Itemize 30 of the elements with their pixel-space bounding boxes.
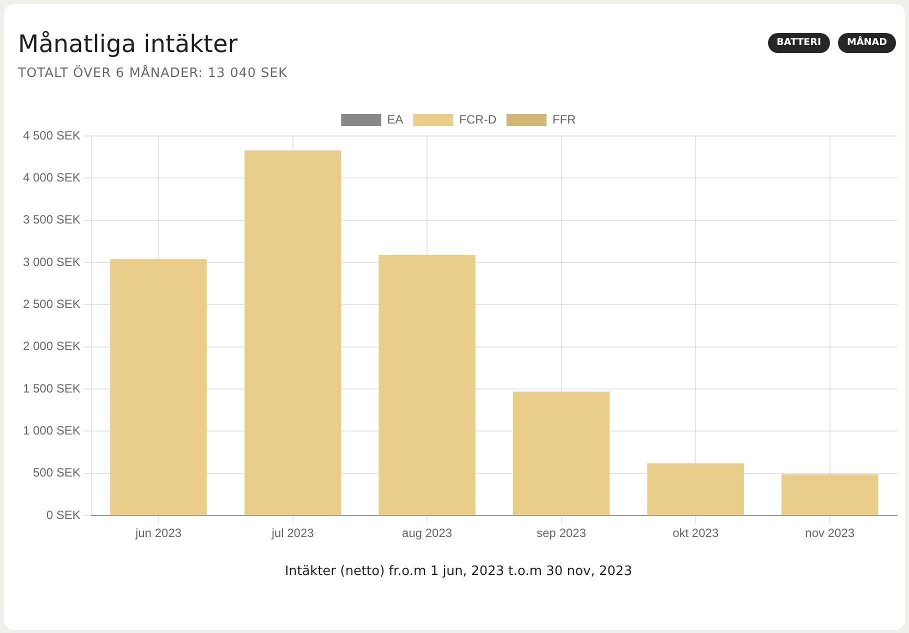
- chart-title: Månatliga intäkter: [18, 30, 238, 58]
- x-tick-label: aug 2023: [402, 526, 452, 540]
- x-tick-label: sep 2023: [536, 526, 586, 540]
- legend-label: EA: [387, 112, 404, 126]
- pill-button: MÅNAD: [838, 33, 896, 53]
- chart-subtitle: TOTALT ÖVER 6 MÅNADER: 13 040 SEK: [18, 66, 288, 81]
- y-tick-label: 1 000 SEK: [23, 424, 80, 438]
- bar: [512, 392, 610, 516]
- bar: [110, 259, 207, 516]
- y-tick-label: 3 500 SEK: [23, 212, 80, 227]
- x-tick-label: jul 2023: [270, 526, 314, 540]
- bar: [647, 463, 744, 516]
- bar: [378, 254, 476, 516]
- y-tick-label: 2 500 SEK: [23, 297, 80, 312]
- x-axis-title: Intäkter (netto) fr.o.m 1 jun, 2023 t.o.m 30 nov, 2023: [284, 564, 634, 579]
- y-tick-label: 0 SEK: [46, 508, 80, 522]
- legend-label: FFR: [552, 112, 576, 126]
- legend-label: FCR-D: [459, 112, 497, 126]
- y-tick-label: 1 500 SEK: [23, 381, 80, 396]
- x-tick-label: jun 2023: [134, 526, 182, 540]
- y-tick-label: 4 500 SEK: [23, 128, 80, 142]
- y-tick-label: 3 000 SEK: [23, 254, 80, 269]
- x-tick-label: okt 2023: [672, 526, 719, 540]
- bar: [782, 474, 878, 516]
- y-tick-label: 500 SEK: [33, 466, 80, 480]
- y-tick-label: 4 000 SEK: [23, 170, 80, 184]
- pill-button: BATTERI: [768, 33, 830, 53]
- x-tick-label: nov 2023: [805, 526, 855, 540]
- y-tick-label: 2 000 SEK: [23, 339, 80, 354]
- bar: [244, 150, 342, 516]
